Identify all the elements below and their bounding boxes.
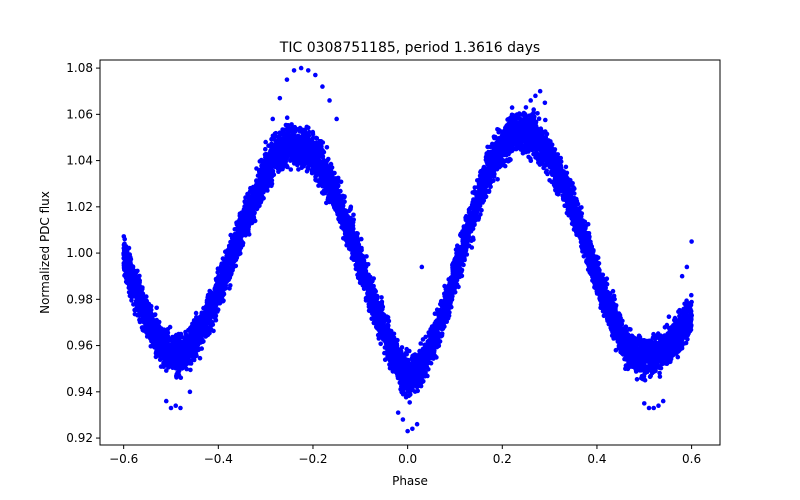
scatter-point <box>563 164 569 170</box>
scatter-point <box>351 212 356 218</box>
scatter-point <box>509 105 515 110</box>
scatter-point <box>581 253 587 259</box>
scatter-point <box>689 292 694 298</box>
scatter-point <box>505 117 510 122</box>
scatter-point <box>324 145 330 150</box>
scatter-point <box>472 185 478 190</box>
scatter-point <box>412 389 418 394</box>
scatter-point <box>154 305 159 311</box>
scatter-point <box>284 115 290 120</box>
scatter-point <box>485 144 490 150</box>
scatter-point <box>164 368 169 373</box>
scatter-point <box>378 341 384 347</box>
scatter-point <box>657 374 663 379</box>
scatter-point <box>535 111 540 116</box>
scatter-point <box>549 179 554 185</box>
scatter-point <box>634 377 640 382</box>
scatter-point <box>399 345 405 350</box>
scatter-point <box>491 178 496 183</box>
scatter-point <box>190 321 195 327</box>
scatter-point <box>347 208 352 214</box>
scatter-point <box>543 117 548 123</box>
scatter-point <box>126 290 132 295</box>
scatter-point <box>188 367 193 373</box>
chart-title: TIC 0308751185, period 1.3616 days <box>279 40 540 56</box>
scatter-point <box>531 107 536 112</box>
scatter-point <box>263 146 268 152</box>
scatter-point <box>158 364 164 369</box>
scatter-point <box>310 131 316 137</box>
scatter-point <box>215 270 220 275</box>
scatter-point <box>598 302 604 307</box>
scatter-point <box>197 355 203 361</box>
data-points <box>121 65 694 434</box>
scatter-point <box>647 374 653 380</box>
scatter-point <box>288 167 294 172</box>
scatter-point <box>407 348 412 354</box>
